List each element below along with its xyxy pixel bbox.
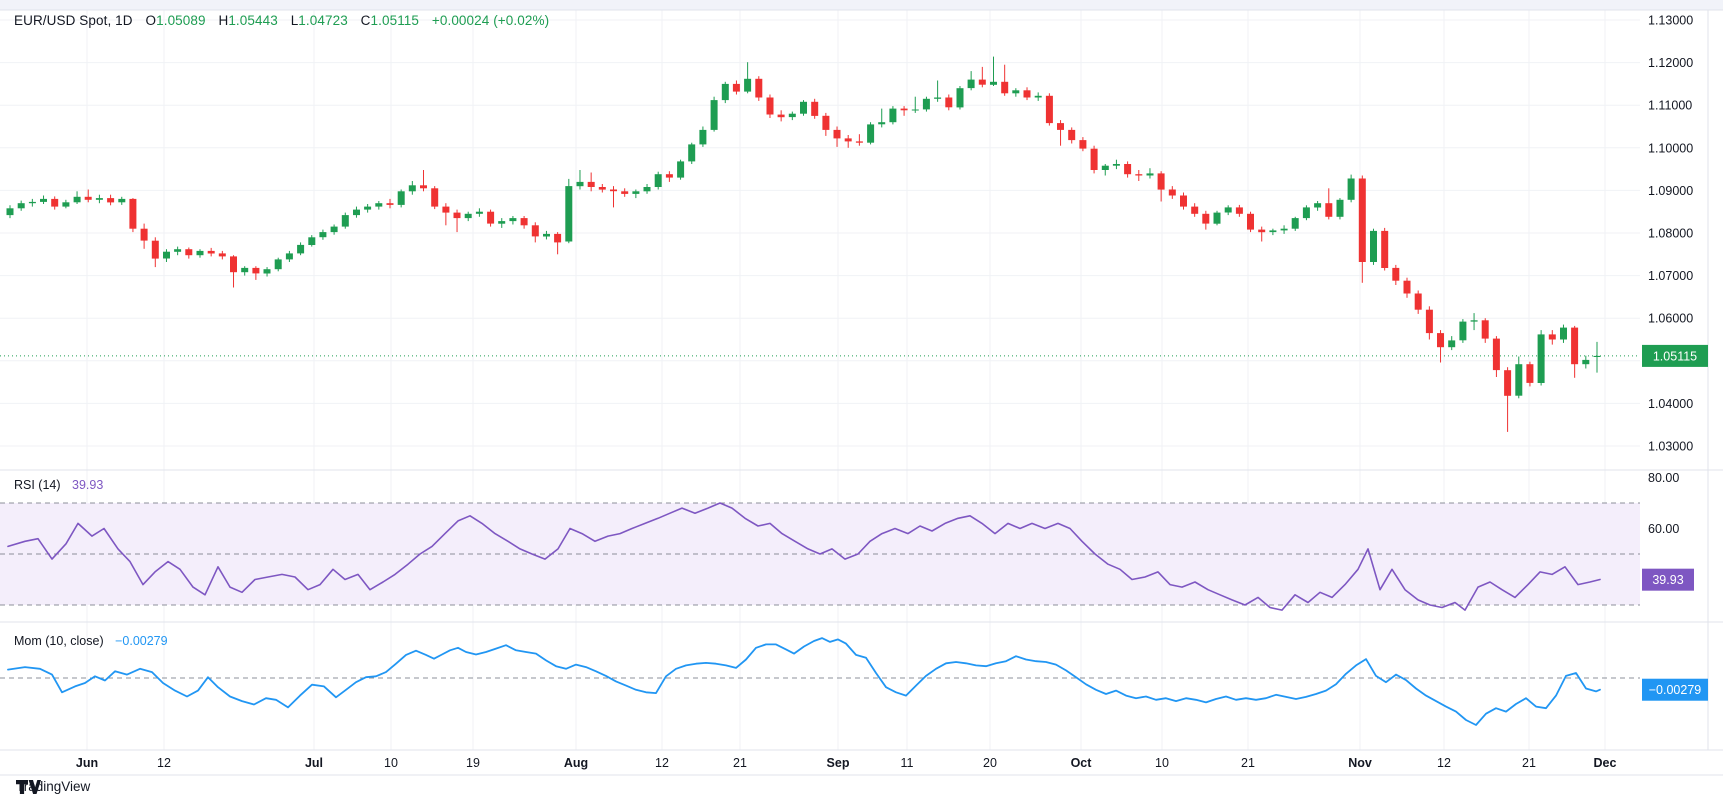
low-value: 1.04723 — [298, 13, 348, 28]
time-tick-label: Aug — [564, 756, 588, 770]
time-tick-label: 10 — [1155, 756, 1169, 770]
rsi-title[interactable]: RSI (14) — [14, 478, 61, 492]
low-label: L — [290, 13, 299, 28]
open-label: O — [145, 13, 157, 28]
close-value: 1.05115 — [370, 13, 420, 28]
price-tick-label: 1.03000 — [1648, 440, 1693, 454]
high-value: 1.05443 — [228, 13, 278, 28]
mom-current-value: −0.00279 — [115, 634, 168, 648]
price-tick-label: 1.10000 — [1648, 141, 1693, 155]
price-tick-label: 1.12000 — [1648, 56, 1693, 70]
time-tick-label: Nov — [1348, 756, 1372, 770]
mom-value-badge-text: −0.00279 — [1649, 683, 1702, 697]
price-scale[interactable] — [1640, 10, 1708, 750]
time-scale[interactable] — [0, 750, 1723, 775]
rsi-tick-label: 60.00 — [1648, 522, 1679, 536]
last-price-badge — [1642, 344, 1708, 367]
time-tick-label: 21 — [1241, 756, 1255, 770]
time-tick-label: 20 — [983, 756, 997, 770]
time-tick-label: 12 — [157, 756, 171, 770]
time-tick-label: Dec — [1594, 756, 1617, 770]
time-tick-label: 21 — [1522, 756, 1536, 770]
time-tick-label: Jun — [76, 756, 98, 770]
mom-title[interactable]: Mom (10, close) — [14, 634, 104, 648]
time-tick-label: Jul — [305, 756, 323, 770]
time-tick-label: 11 — [901, 756, 914, 770]
price-tick-label: 1.04000 — [1648, 397, 1693, 411]
mom-header[interactable]: Mom (10, close) −0.00279 — [14, 634, 168, 648]
symbol-header[interactable]: EUR/USD Spot, 1D O1.05089 H1.05443 L1.04… — [14, 13, 549, 28]
time-tick-label: 19 — [466, 756, 480, 770]
rsi-value-badge — [1642, 568, 1694, 591]
time-tick-label: 12 — [655, 756, 669, 770]
open-value: 1.05089 — [156, 13, 206, 28]
price-tick-label: 1.11000 — [1648, 99, 1692, 113]
rsi-value-badge-text: 39.93 — [1652, 573, 1683, 587]
time-tick-label: Oct — [1071, 756, 1093, 770]
tradingview-attribution[interactable]: TradingView — [16, 779, 90, 794]
time-tick-label: Sep — [827, 756, 850, 770]
rsi-current-value: 39.93 — [72, 478, 104, 492]
candles-layer[interactable] — [6, 56, 1601, 432]
rsi-header[interactable]: RSI (14) 39.93 — [14, 478, 103, 492]
time-tick-label: 21 — [733, 756, 747, 770]
price-tick-label: 1.13000 — [1648, 14, 1693, 28]
rsi-line[interactable] — [7, 502, 1601, 611]
price-tick-label: 1.06000 — [1648, 312, 1693, 326]
close-label: C — [360, 13, 371, 28]
time-tick-label: 10 — [384, 756, 398, 770]
price-tick-label: 1.09000 — [1648, 184, 1693, 198]
price-tick-label: 1.07000 — [1648, 269, 1693, 283]
mom-value-badge — [1642, 678, 1708, 701]
tradingview-logo-icon — [16, 780, 41, 794]
rsi-tick-label: 80.00 — [1648, 471, 1679, 485]
mom-line[interactable] — [7, 637, 1601, 726]
high-label: H — [218, 13, 229, 28]
price-tick-label: 1.08000 — [1648, 227, 1693, 241]
time-tick-label: 12 — [1437, 756, 1451, 770]
symbol-title[interactable]: EUR/USD Spot, 1D — [14, 13, 133, 28]
change-value: +0.00024 (+0.02%) — [431, 13, 550, 28]
last-price-badge-text: 1.05115 — [1653, 349, 1697, 363]
